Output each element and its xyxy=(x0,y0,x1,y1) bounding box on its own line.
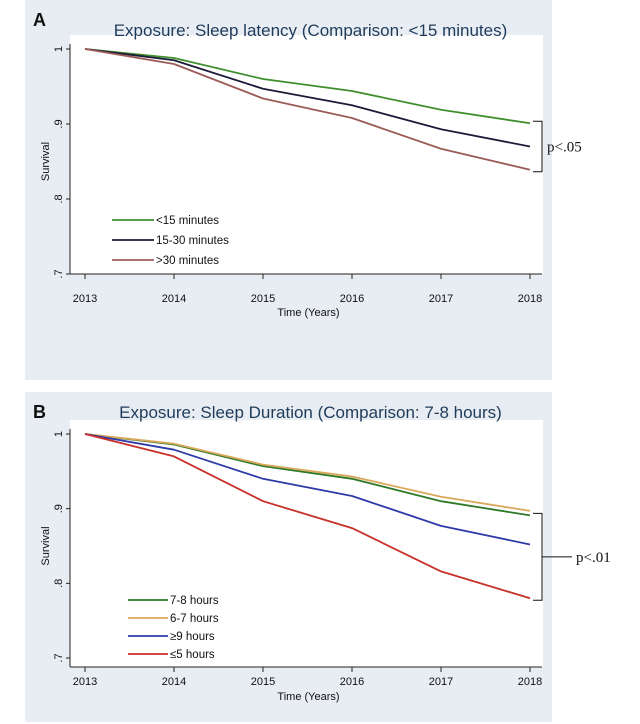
panel-b-x-tick-label: 2018 xyxy=(518,676,542,688)
panel-a-x-tick-label: 2014 xyxy=(162,293,186,305)
panel-b-x-axis-label: Time (Years) xyxy=(277,691,339,703)
panel-b-series-line xyxy=(84,433,531,512)
panel-b-y-tick-label: .8 xyxy=(53,579,65,588)
panel-b-letter: B xyxy=(33,402,46,422)
panel-b-legend-label: 6-7 hours xyxy=(170,613,219,625)
panel-b-p-value: p<.01 xyxy=(576,550,611,566)
panel-a-legend-label: 15-30 minutes xyxy=(156,235,229,247)
panel-b-x-tick-label: 2015 xyxy=(251,676,275,688)
panel-b-series-line xyxy=(84,433,531,600)
panel-a-y-tick-label: 1 xyxy=(53,46,65,52)
panel-a-x-axis-label: Time (Years) xyxy=(277,307,339,319)
panel-b-x-tick-label: 2014 xyxy=(162,676,186,688)
panel-a-y-tick-label: .9 xyxy=(53,119,65,128)
panel-b-plot-area xyxy=(70,420,543,667)
panel-a-legend-label: >30 minutes xyxy=(156,255,219,267)
panel-a-chart-title: Exposure: Sleep latency (Comparison: <15… xyxy=(114,21,508,40)
panel-a-significance-bracket xyxy=(533,120,543,173)
panel-b-x-tick-label: 2013 xyxy=(73,676,97,688)
panel-a-legend-label: <15 minutes xyxy=(156,215,219,227)
panel-a-y-tick-label: .8 xyxy=(53,194,65,203)
panel-b-chart-title: Exposure: Sleep Duration (Comparison: 7-… xyxy=(119,403,502,422)
panel-a-x-tick-label: 2018 xyxy=(518,293,542,305)
panel-a-x-tick-label: 2016 xyxy=(340,293,364,305)
panel-a-y-tick-label: .7 xyxy=(53,269,65,278)
panel-a-x-tick-label: 2017 xyxy=(429,293,453,305)
panel-b-legend-label: ≥9 hours xyxy=(170,631,215,643)
panel-b-y-tick-label: 1 xyxy=(53,431,65,437)
panel-b-series-line xyxy=(84,433,531,546)
panel-a-series-line xyxy=(84,48,531,125)
panel-a-x-tick-label: 2015 xyxy=(251,293,275,305)
panel-a-y-axis-label: Survival xyxy=(40,142,52,181)
panel-b-x-tick-label: 2016 xyxy=(340,676,364,688)
panel-a-series-line xyxy=(84,48,531,171)
panel-a-series-line xyxy=(84,48,531,148)
panel-b-x-tick-label: 2017 xyxy=(429,676,453,688)
panel-b-y-tick-label: .7 xyxy=(53,653,65,662)
panel-a-letter: A xyxy=(33,10,46,30)
panel-b-legend-label: 7-8 hours xyxy=(170,595,219,607)
panel-b-y-axis-label: Survival xyxy=(40,526,52,565)
panel-b-y-tick-label: .9 xyxy=(53,504,65,513)
panel-b-legend-label: ≤5 hours xyxy=(170,649,215,661)
panel-a-plot-area xyxy=(70,35,543,274)
panel-a-p-value: p<.05 xyxy=(547,140,582,156)
panel-a-x-tick-label: 2013 xyxy=(73,293,97,305)
